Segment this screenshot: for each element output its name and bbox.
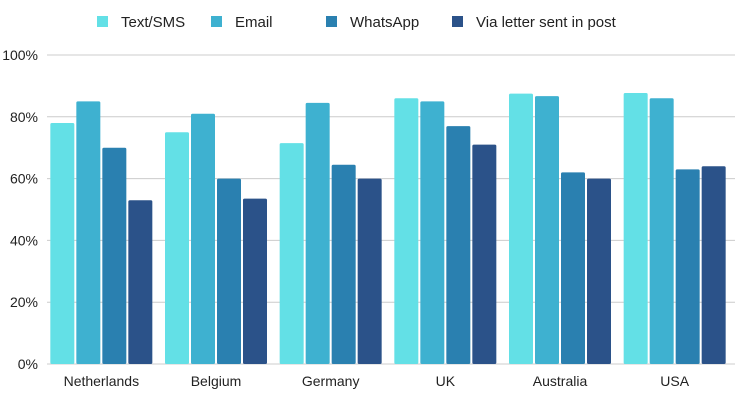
bar-germany-1 [305, 102, 330, 365]
bar-australia-1 [535, 96, 559, 365]
y-axis-ticks: 0% 20% 40% 60% 80% 100% [2, 47, 38, 372]
bar-usa-3 [701, 166, 726, 364]
bar-usa-0 [623, 93, 648, 364]
gridlines [47, 54, 735, 365]
bar-netherlands-0 [50, 122, 75, 364]
x-axis-ticks: Netherlands Belgium Germany UK Australia USA [64, 373, 690, 389]
y-tick-label: 0% [18, 356, 38, 372]
legend: Text/SMS Email WhatsApp Via letter sent in … [97, 14, 617, 31]
legend-swatch [452, 16, 463, 27]
x-tick-label: Australia [533, 373, 588, 389]
legend-label: Email [235, 14, 273, 31]
legend-label: Text/SMS [121, 14, 185, 31]
bar-netherlands-2 [102, 147, 127, 364]
bar-belgium-2 [217, 178, 241, 364]
bar-netherlands-3 [128, 200, 153, 364]
y-tick-label: 20% [10, 294, 38, 310]
bar-australia-2 [561, 172, 585, 364]
y-tick-label: 100% [2, 47, 38, 63]
legend-swatch [326, 16, 337, 27]
bar-germany-2 [331, 164, 356, 364]
bar-belgium-1 [191, 113, 215, 365]
bar-germany-3 [357, 178, 382, 364]
bar-australia-0 [509, 93, 533, 364]
bar-australia-3 [587, 178, 611, 364]
x-tick-label: UK [436, 373, 456, 389]
legend-swatch [97, 16, 108, 27]
bars [50, 93, 726, 365]
bar-usa-1 [649, 98, 674, 364]
bar-usa-2 [675, 169, 700, 364]
legend-swatch [211, 16, 222, 27]
legend-item: Text/SMS [97, 14, 185, 31]
x-tick-label: USA [660, 373, 689, 389]
legend-item: WhatsApp [326, 14, 419, 31]
legend-item: Email [211, 14, 273, 31]
y-tick-label: 60% [10, 171, 38, 187]
bar-belgium-0 [165, 132, 189, 364]
legend-label: WhatsApp [350, 14, 419, 31]
bar-belgium-3 [243, 198, 267, 364]
x-tick-label: Germany [302, 373, 360, 389]
x-tick-label: Belgium [191, 373, 242, 389]
bar-uk-2 [446, 126, 471, 364]
bar-uk-1 [420, 101, 445, 364]
bar-netherlands-1 [76, 101, 101, 364]
bar-uk-3 [472, 144, 497, 364]
bar-uk-0 [394, 98, 419, 364]
y-tick-label: 80% [10, 109, 38, 125]
legend-label: Via letter sent in post [476, 14, 617, 31]
legend-item: Via letter sent in post [452, 14, 617, 31]
x-tick-label: Netherlands [64, 373, 140, 389]
y-tick-label: 40% [10, 232, 38, 248]
bar-germany-0 [279, 143, 304, 364]
